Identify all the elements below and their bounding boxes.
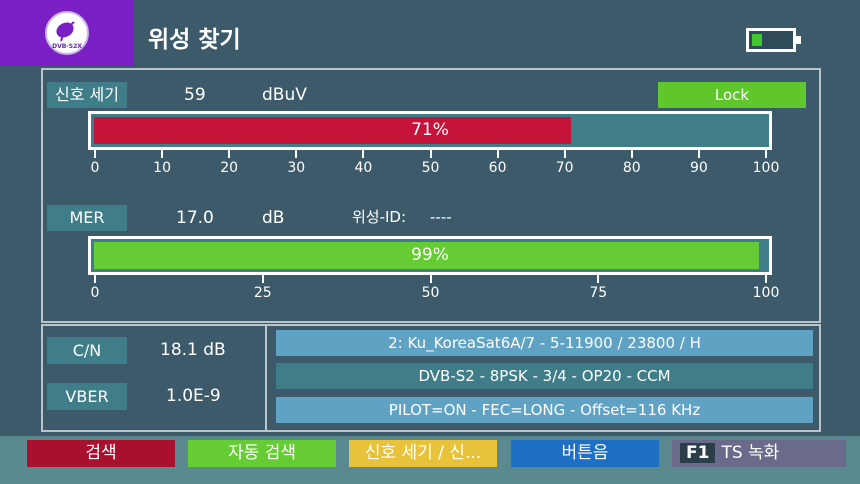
battery-level	[752, 34, 762, 46]
signal-strength-button[interactable]: 신호 세기 / 신...	[349, 440, 497, 467]
signal-strength-unit: dBuV	[262, 85, 307, 105]
lock-status-badge: Lock	[658, 82, 806, 108]
signal-scale-tick	[429, 150, 432, 158]
mer-scale-tick-label: 25	[253, 285, 272, 301]
mer-unit: dB	[262, 208, 285, 228]
pilot-fec-info: PILOT=ON - FEC=LONG - Offset=116 KHz	[276, 397, 813, 423]
vber-label: VBER	[47, 383, 127, 410]
signal-scale-tick	[94, 150, 96, 158]
signal-strength-label: 신호 세기	[47, 82, 127, 108]
transponder-info: 2: Ku_KoreaSat6A/7 - 5-11900 / 23800 / H	[276, 330, 813, 356]
satellite-id-value: ----	[430, 208, 452, 226]
logo-area: DVB-S2X	[0, 0, 134, 66]
signal-scale-tick-label: 90	[689, 160, 708, 176]
stats-divider	[265, 324, 267, 432]
battery-icon	[746, 28, 801, 52]
stats-panel	[41, 324, 821, 432]
mer-value: 17.0	[176, 208, 214, 228]
header-bar	[0, 0, 860, 66]
auto-search-button[interactable]: 자동 검색	[188, 440, 336, 467]
cn-label: C/N	[47, 337, 127, 364]
mer-percent: 99%	[411, 245, 449, 265]
signal-scale-tick-label: 100	[752, 160, 780, 176]
mer-scale-tick-label: 75	[589, 285, 608, 301]
logo-text: DVB-S2X	[52, 43, 82, 50]
mer-scale-tick	[94, 275, 96, 283]
signal-scale-tick	[161, 150, 164, 158]
signal-scale-tick-label: 30	[287, 160, 306, 176]
signal-strength-bar-fill	[94, 117, 571, 144]
signal-panel	[41, 68, 821, 323]
signal-scale-tick-label: 80	[622, 160, 641, 176]
signal-scale-tick	[630, 150, 633, 158]
f1-key-label: F1	[680, 443, 716, 463]
ts-record-button[interactable]: F1 TS 녹화	[672, 440, 846, 467]
signal-scale-tick	[697, 150, 700, 158]
signal-scale-tick	[496, 150, 499, 158]
signal-scale-tick	[765, 150, 767, 158]
signal-scale-tick-label: 40	[354, 160, 373, 176]
signal-strength-bar: 71%	[88, 111, 772, 150]
signal-scale-tick-label: 60	[488, 160, 507, 176]
modulation-info: DVB-S2 - 8PSK - 3/4 - OP20 - CCM	[276, 363, 813, 389]
signal-scale-tick	[563, 150, 566, 158]
signal-scale-tick	[295, 150, 298, 158]
mer-scale-tick	[261, 275, 264, 283]
signal-scale-tick-label: 20	[220, 160, 239, 176]
mer-scale-tick	[429, 275, 432, 283]
mer-bar: 99%	[88, 236, 772, 275]
signal-scale-tick	[228, 150, 231, 158]
mer-label: MER	[47, 205, 127, 231]
mer-scale-tick-label: 100	[752, 285, 780, 301]
ts-record-label: TS 녹화	[721, 443, 780, 463]
signal-scale-tick-label: 0	[90, 160, 100, 176]
button-sound-button[interactable]: 버튼음	[511, 440, 659, 467]
mer-scale-tick-label: 50	[421, 285, 440, 301]
vber-value: 1.0E-9	[166, 386, 221, 406]
signal-strength-value: 59	[184, 85, 206, 105]
cn-value: 18.1 dB	[160, 340, 226, 360]
mer-bar-fill	[94, 242, 759, 269]
satellite-id-label: 위성-ID:	[352, 208, 407, 226]
page-title: 위성 찾기	[148, 27, 241, 53]
mer-scale-tick-label: 0	[90, 285, 100, 301]
signal-scale-tick-label: 10	[153, 160, 172, 176]
mer-scale-tick	[597, 275, 600, 283]
mer-scale-tick	[765, 275, 767, 283]
search-button[interactable]: 검색	[27, 440, 175, 467]
satellite-dish-logo-icon: DVB-S2X	[45, 11, 89, 55]
signal-scale-tick-label: 70	[555, 160, 574, 176]
signal-strength-percent: 71%	[411, 120, 449, 140]
signal-scale-tick-label: 50	[421, 160, 440, 176]
signal-scale-tick	[362, 150, 365, 158]
